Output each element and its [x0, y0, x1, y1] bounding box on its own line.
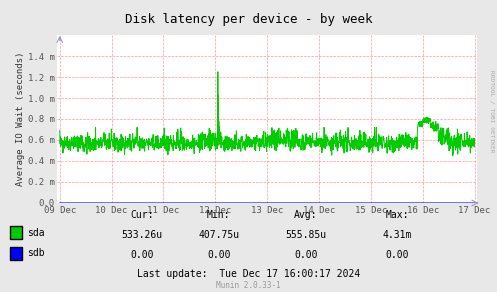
- Text: sda: sda: [27, 228, 45, 238]
- Text: Last update:  Tue Dec 17 16:00:17 2024: Last update: Tue Dec 17 16:00:17 2024: [137, 269, 360, 279]
- Text: sdb: sdb: [27, 248, 45, 258]
- Text: 555.85u: 555.85u: [285, 230, 326, 240]
- Text: 0.00: 0.00: [386, 251, 410, 260]
- Text: Munin 2.0.33-1: Munin 2.0.33-1: [216, 281, 281, 291]
- Text: 407.75u: 407.75u: [198, 230, 239, 240]
- Text: 0.00: 0.00: [294, 251, 318, 260]
- Text: Disk latency per device - by week: Disk latency per device - by week: [125, 13, 372, 26]
- Y-axis label: Average IO Wait (seconds): Average IO Wait (seconds): [16, 52, 25, 186]
- Text: Avg:: Avg:: [294, 210, 318, 220]
- Text: Min:: Min:: [207, 210, 231, 220]
- Text: Max:: Max:: [386, 210, 410, 220]
- Text: 0.00: 0.00: [130, 251, 154, 260]
- Text: 533.26u: 533.26u: [121, 230, 162, 240]
- Text: 4.31m: 4.31m: [383, 230, 413, 240]
- Text: Cur:: Cur:: [130, 210, 154, 220]
- Text: 0.00: 0.00: [207, 251, 231, 260]
- Text: RRDTOOL / TOBI OETIKER: RRDTOOL / TOBI OETIKER: [490, 70, 495, 152]
